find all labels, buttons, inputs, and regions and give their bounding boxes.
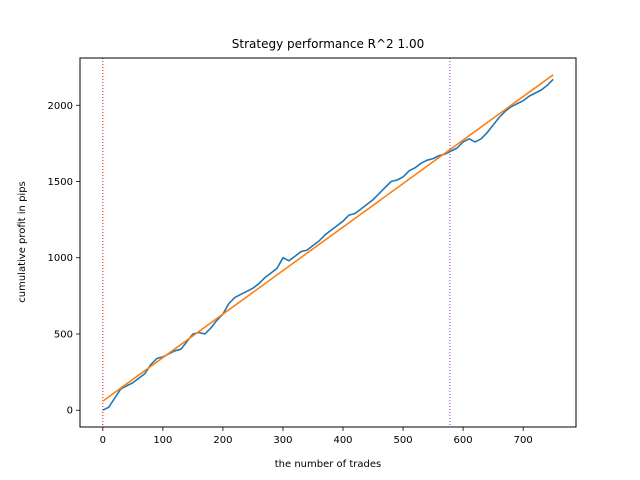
x-tick-label: 700 (514, 435, 533, 446)
x-tick-label: 500 (394, 435, 413, 446)
chart-title: Strategy performance R^2 1.00 (232, 37, 424, 51)
x-tick-label: 0 (100, 435, 106, 446)
y-tick-label: 500 (54, 329, 73, 340)
series-line-0 (102, 78, 554, 411)
y-axis: 0 500 1000 1500 2000 (48, 101, 80, 417)
x-tick-label: 100 (153, 435, 172, 446)
series-line-1 (102, 74, 554, 402)
x-tick-label: 300 (273, 435, 292, 446)
y-tick-label: 2000 (48, 101, 73, 112)
x-tick-label: 200 (213, 435, 232, 446)
plot-area (102, 58, 554, 427)
x-axis-label: the number of trades (275, 459, 381, 470)
x-tick-label: 400 (333, 435, 352, 446)
plot-frame (79, 57, 577, 428)
y-tick-label: 1500 (48, 177, 73, 188)
x-axis: 0 100 200 300 400 500 600 700 (100, 427, 533, 446)
x-tick-label: 600 (454, 435, 473, 446)
y-tick-label: 1000 (48, 253, 73, 264)
y-tick-label: 0 (67, 406, 73, 417)
y-axis-label: cumulative profit in pips (17, 181, 28, 303)
